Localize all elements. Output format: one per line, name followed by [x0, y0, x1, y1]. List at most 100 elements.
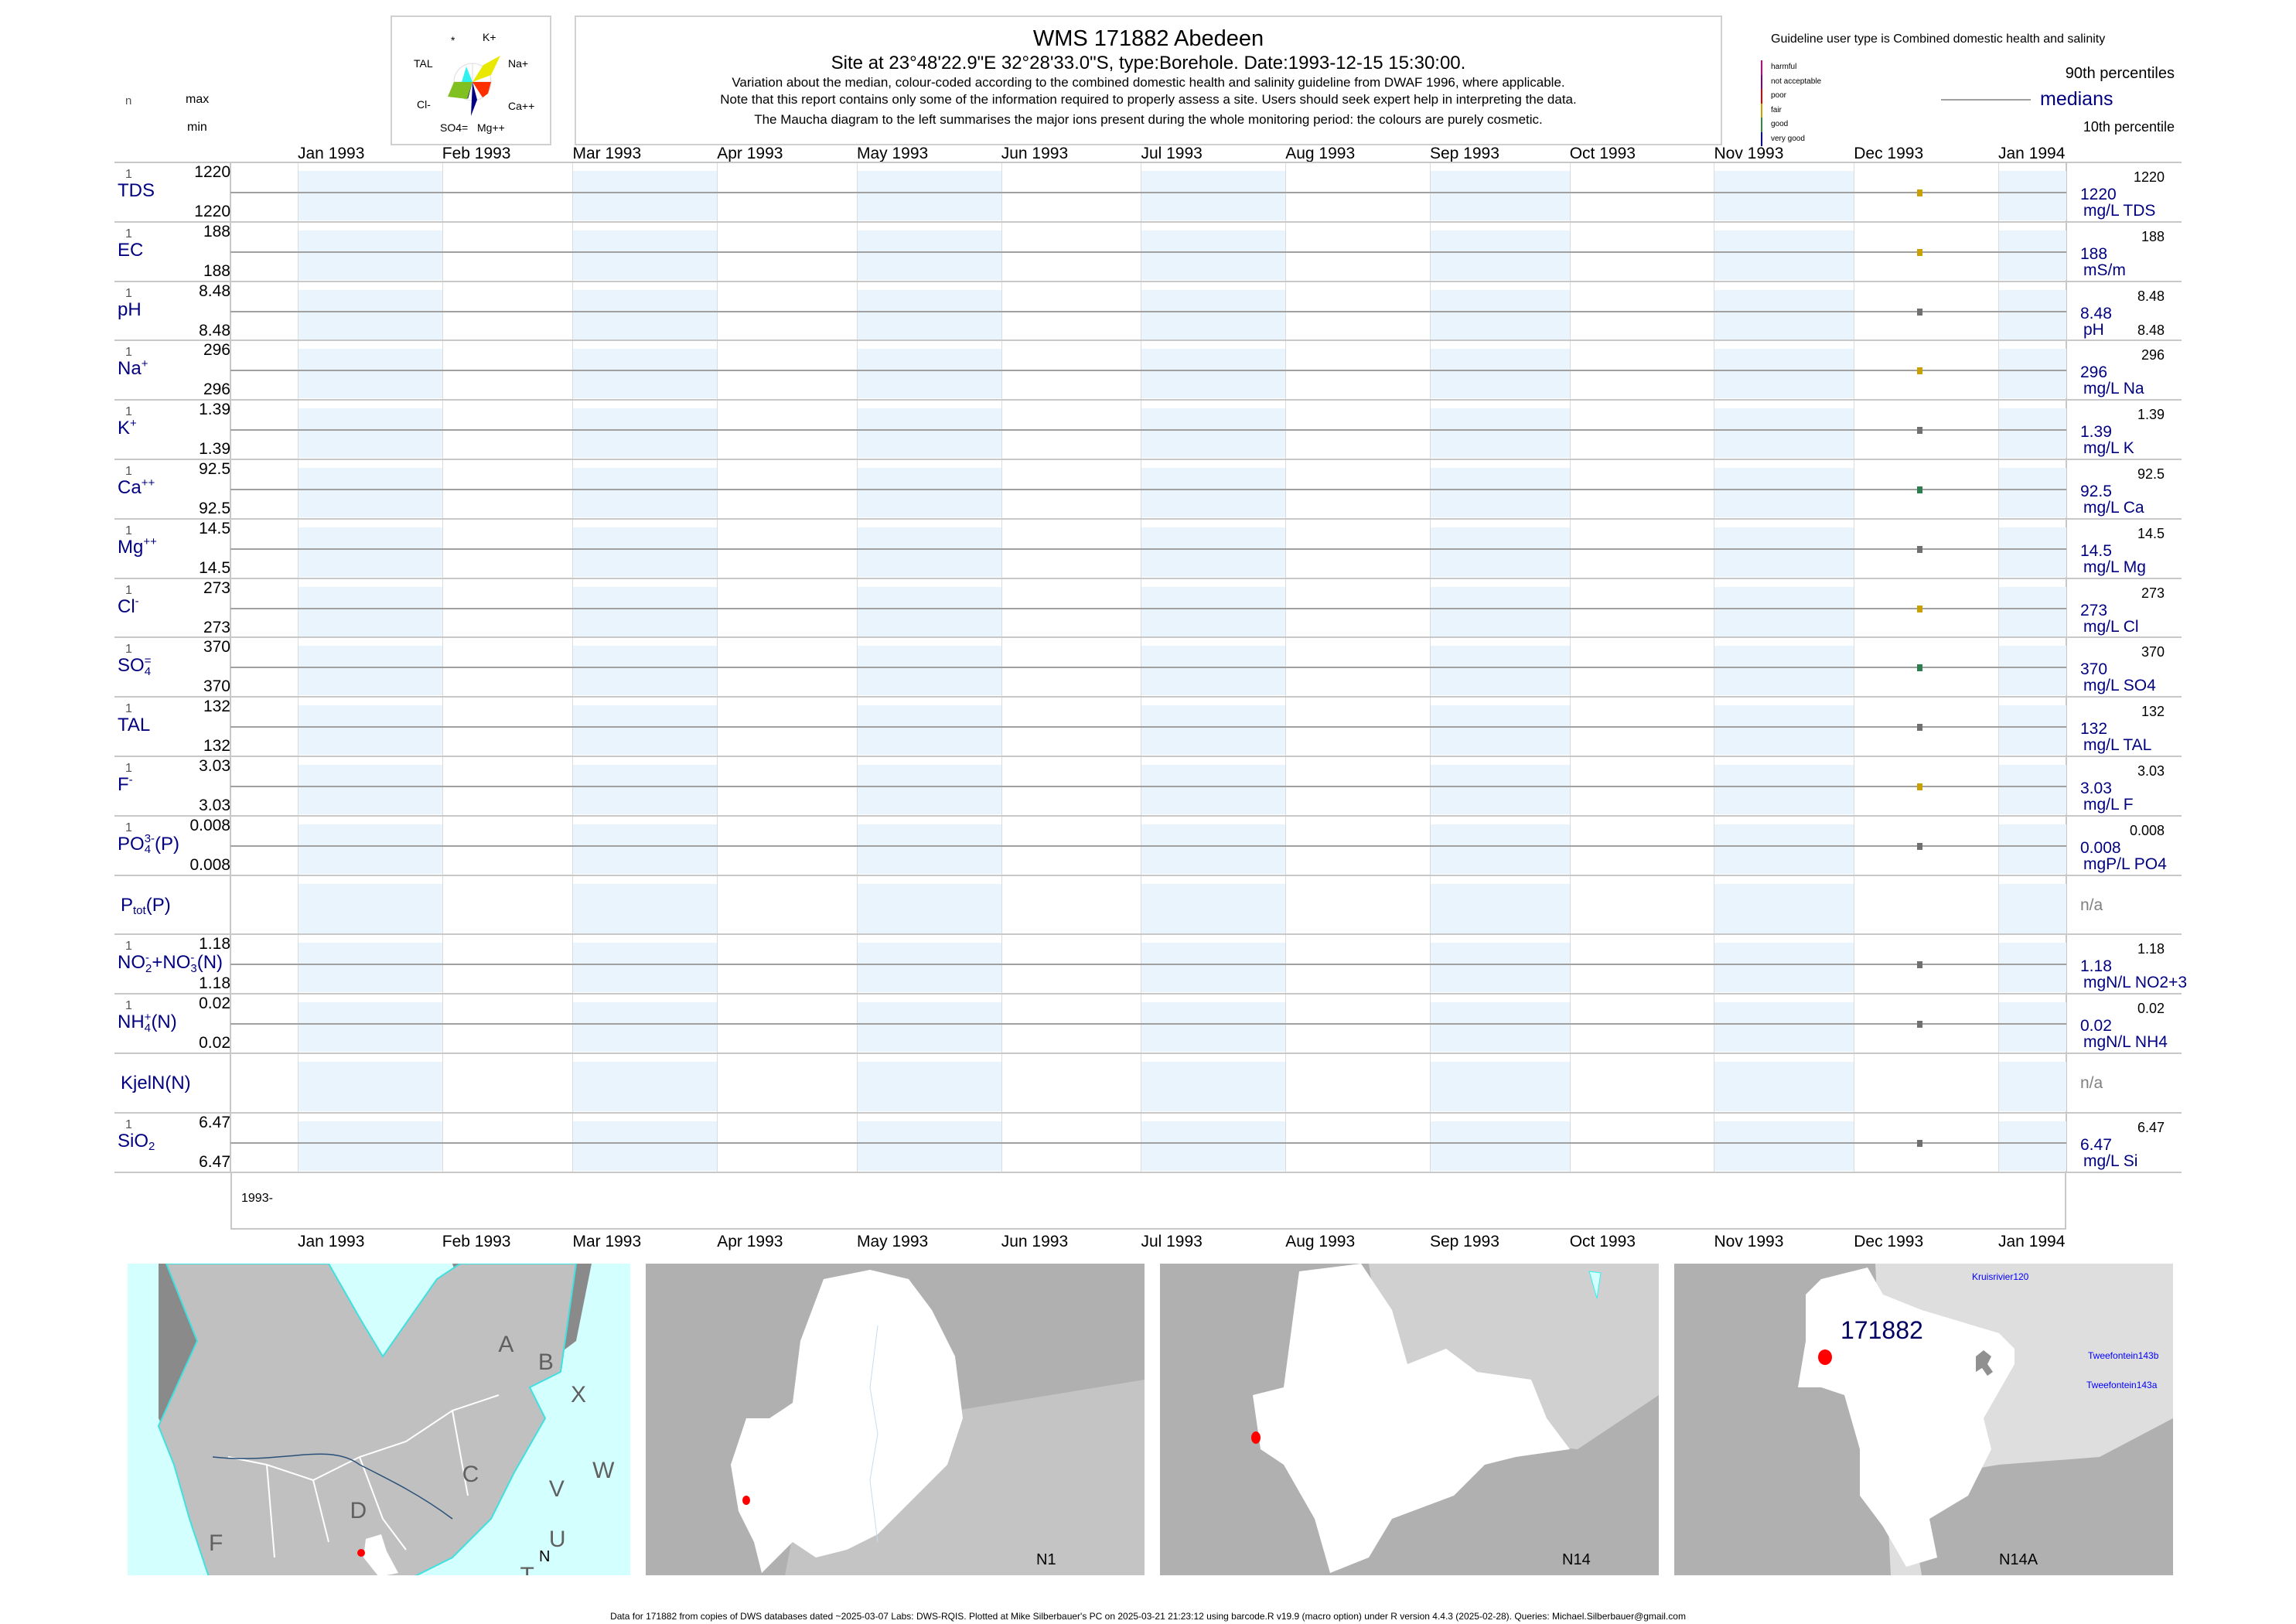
month-shade: [1141, 527, 1286, 577]
map-n1-label: N1: [1036, 1551, 1056, 1568]
month-shade: [1141, 824, 1286, 874]
min-value: 1.39: [199, 440, 230, 459]
parameter-row: 1 0.008 0.008 0.008 mgP/L PO4 0.008 PO 3- 4 (P): [114, 814, 2182, 876]
month-shade: [298, 883, 442, 933]
month-shade: [1714, 230, 1854, 280]
subscript: [143, 548, 157, 558]
median-value: 0.02: [2080, 1017, 2112, 1035]
subscript: tot: [133, 904, 146, 918]
month-shade: [1141, 943, 1286, 993]
map-n14[interactable]: N14: [1160, 1264, 1659, 1575]
parameter-label: Cl -: [118, 595, 139, 619]
p90-value: 92.5: [2137, 466, 2165, 482]
parameter-label: Na +: [118, 358, 148, 380]
month-shade: [1714, 824, 1854, 874]
month-shade: [1429, 230, 1570, 280]
min-value: 8.48: [199, 321, 230, 339]
month-shade: [1429, 1062, 1570, 1111]
sample-marker[interactable]: [1916, 308, 1922, 316]
median-value: 3.03: [2080, 780, 2112, 797]
sample-marker[interactable]: [1916, 248, 1922, 256]
parameter-row: 1 132 132 132 mg/L TAL 132 TAL: [114, 696, 2182, 758]
label-text: P: [121, 894, 134, 916]
median-line: [230, 429, 2066, 432]
max-value: 273: [203, 578, 230, 597]
legend-class-label: good: [1771, 120, 1789, 128]
month-label: Feb 1993: [442, 145, 511, 162]
month-shade: [1141, 468, 1286, 517]
sample-marker[interactable]: [1916, 545, 1922, 553]
month-label: Oct 1993: [1569, 1233, 1636, 1250]
sample-marker[interactable]: [1916, 842, 1922, 850]
month-label: Jul 1993: [1141, 1233, 1203, 1250]
max-value: 1.18: [199, 935, 230, 954]
map-n1[interactable]: N1: [646, 1264, 1145, 1575]
parameter-label: KjelN(N): [121, 1073, 191, 1094]
sample-marker[interactable]: [1916, 724, 1922, 732]
sample-marker[interactable]: [1916, 367, 1922, 375]
month-label: Jun 1993: [1001, 1233, 1069, 1250]
parameter-row: 1 1.18 1.18 1.18 mgN/L NO2+3 1.18 NO -2 +NO -3 (N): [114, 933, 2187, 995]
min-value: 273: [203, 618, 230, 636]
label-script: ++: [143, 535, 157, 558]
page-title: WMS 171882 Abedeen: [1032, 26, 1264, 51]
parameter-row: n/a P tot (P): [114, 874, 2182, 936]
p90-value: 1.18: [2137, 941, 2165, 957]
month-shade: [1998, 468, 2066, 517]
superscript: ++: [143, 535, 157, 549]
sample-marker[interactable]: [1916, 189, 1922, 196]
month-shade: [856, 349, 1001, 399]
p10-value: 8.48: [2137, 322, 2165, 338]
sample-marker[interactable]: [1916, 486, 1922, 493]
parameter-label: TAL: [118, 715, 150, 736]
legend-class-label: fair: [1771, 105, 1782, 114]
median-value: 296: [2080, 363, 2108, 382]
label-text: SO: [118, 655, 145, 677]
month-label: Jun 1993: [1001, 145, 1069, 162]
month-label: May 1993: [856, 145, 929, 162]
max-value: 92.5: [199, 460, 230, 478]
month-shade: [1141, 289, 1286, 339]
n-count: 1: [125, 465, 132, 478]
subscript: 4: [144, 665, 152, 679]
label-text: SiO: [118, 1130, 149, 1151]
min-value: 296: [203, 380, 230, 399]
map-overview-label: N: [539, 1548, 551, 1565]
sample-marker[interactable]: [1916, 427, 1922, 435]
legend-10th: 10th percentile: [2083, 119, 2175, 135]
sample-marker[interactable]: [1916, 1021, 1922, 1029]
month-label: Nov 1993: [1714, 1233, 1784, 1250]
subscript: 4: [144, 1021, 152, 1035]
label-script: -2: [145, 952, 152, 974]
month-shade: [572, 1002, 718, 1053]
plot-right-border: [2066, 1113, 2067, 1173]
month-label: Dec 1993: [1854, 1233, 1924, 1250]
label-text: +NO: [152, 952, 191, 974]
unit-label: mg/L SO4: [2083, 677, 2156, 695]
month-shade: [572, 943, 718, 993]
superscript: +: [130, 416, 137, 430]
sample-marker[interactable]: [1916, 783, 1922, 790]
label-text: Na: [118, 358, 142, 380]
median-value: 1.18: [2080, 957, 2112, 976]
label-script: -: [129, 774, 133, 797]
sample-marker[interactable]: [1916, 605, 1922, 612]
month-shade: [856, 171, 1001, 220]
max-value: 3.03: [199, 757, 230, 775]
median-value: 1.39: [2080, 423, 2112, 442]
map-n14a[interactable]: 171882 Kruisrivier120 Tweefontein143b Tw…: [1674, 1264, 2173, 1575]
month-shade: [1998, 765, 2066, 814]
p90-value: 273: [2141, 585, 2165, 601]
label-script: +: [142, 358, 148, 380]
sample-marker[interactable]: [1916, 961, 1922, 969]
month-shade: [572, 408, 718, 459]
drainage-region-label: X: [571, 1382, 587, 1408]
parameter-row: 1 92.5 92.5 92.5 mg/L Ca 92.5 Ca ++: [114, 459, 2182, 520]
map-overview[interactable]: ABXWCVUDFTESQNLRPMJGHK N: [128, 1264, 630, 1575]
sample-marker[interactable]: [1916, 1139, 1922, 1147]
month-shade: [856, 586, 1001, 636]
month-label: Dec 1993: [1854, 145, 1924, 162]
max-value: 6.47: [199, 1113, 230, 1131]
month-shade: [1429, 527, 1570, 577]
sample-marker[interactable]: [1916, 664, 1922, 672]
